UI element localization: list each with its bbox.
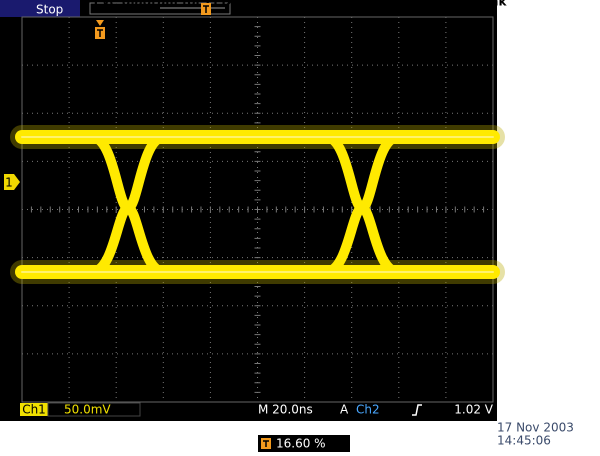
- channel-scale: 50.0mV: [64, 403, 111, 417]
- channel-marker: 1: [4, 174, 20, 190]
- timebase: M 20.0ns: [258, 403, 313, 417]
- record-bar: [89, 2, 231, 15]
- scale-box: [47, 402, 141, 417]
- date: 17 Nov 2003: [497, 421, 574, 435]
- graticule-border: [21, 16, 494, 403]
- time: 14:45:06: [497, 434, 551, 448]
- channel-marker-label: 1: [5, 176, 13, 190]
- trigger-icon-top: [201, 3, 211, 15]
- trigger-position-box: [258, 435, 350, 452]
- trigger-position-badge: [261, 438, 271, 449]
- trigger-position: 16.60 %: [276, 437, 326, 451]
- slope-icon: [412, 404, 422, 416]
- eye-trace: [10, 125, 505, 284]
- trigger-mode: A: [340, 403, 349, 417]
- trigger-position-icon: [95, 20, 105, 39]
- trigger-source: Ch2: [356, 403, 380, 417]
- channel-label: Ch1: [22, 403, 46, 417]
- ch1-badge: [20, 403, 48, 416]
- trigger-level: 1.02 V: [454, 403, 494, 417]
- graticule: [21, 16, 494, 403]
- status-box: [0, 0, 80, 17]
- run-state: Stop: [36, 3, 63, 17]
- title: Eye diagram for LED transmission at 70Mb…: [94, 0, 508, 9]
